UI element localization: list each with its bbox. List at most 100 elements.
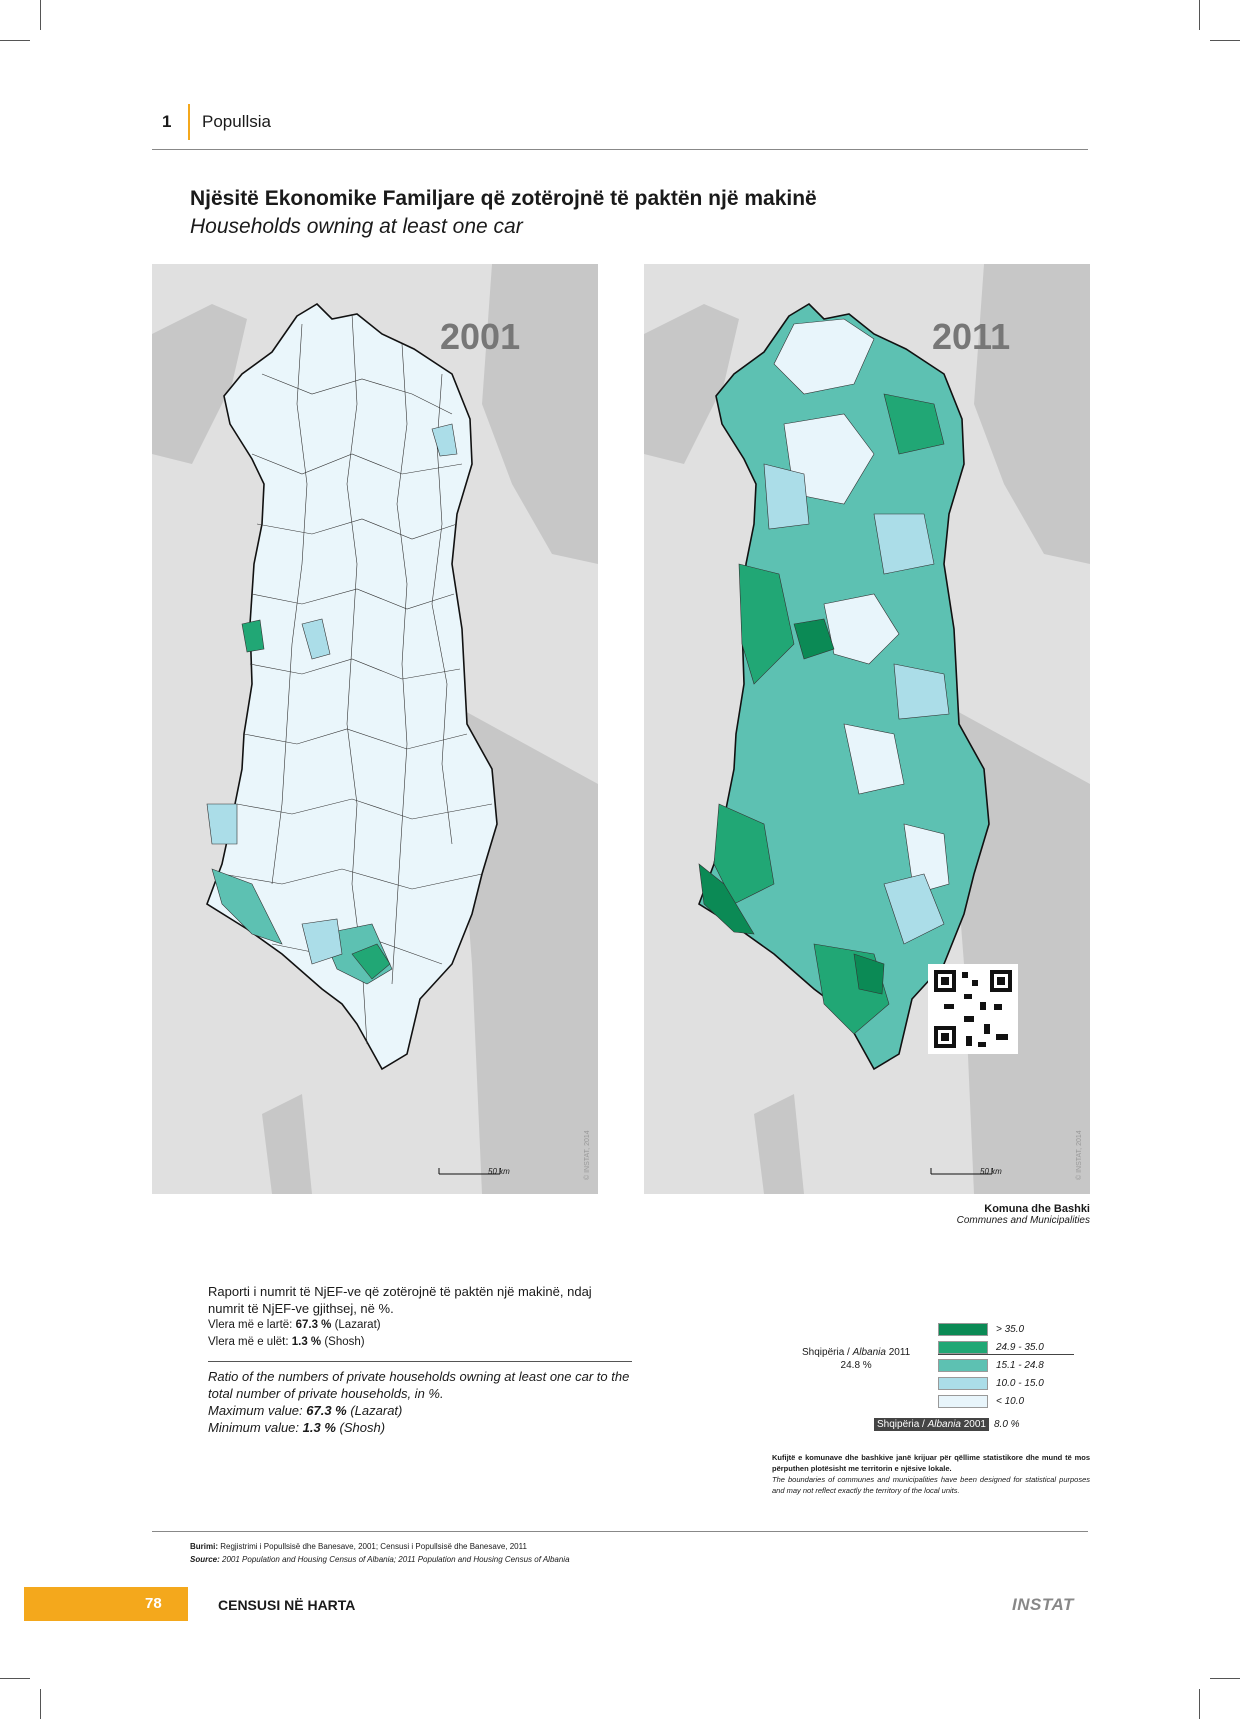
legend-swatch (938, 1394, 988, 1408)
albania-2011-marker-line (938, 1354, 1074, 1355)
publication-title: CENSUSI NË HARTA (218, 1597, 356, 1613)
map-panel-2001 (152, 264, 598, 1194)
region-class-24-35 (738, 563, 795, 685)
crop-mark (1199, 0, 1200, 30)
region-class-gt-35 (793, 618, 835, 660)
min-value-en-number: 1.3 % (302, 1420, 336, 1435)
boundary-note-sq: Kufijtë e komunave dhe bashkive janë kri… (772, 1453, 1090, 1473)
region-class-10-15 (301, 918, 343, 965)
boundary-note-en: The boundaries of communes and municipal… (772, 1475, 1090, 1495)
footer-rule (152, 1531, 1088, 1532)
region-class-24-35 (241, 619, 265, 653)
min-place: (Shosh) (321, 1336, 365, 1348)
region-class-gt-35 (853, 953, 885, 995)
legend-swatch (938, 1376, 988, 1390)
crop-mark (40, 1689, 41, 1719)
albania-2001-average-label: Shqipëria / Albania 2001 (874, 1418, 989, 1431)
min-label: Vlera më e ulët: (208, 1336, 292, 1348)
legend-label: > 35.0 (996, 1323, 1025, 1335)
albania-2011-label-it: Albania (852, 1347, 886, 1358)
header-rule (152, 149, 1088, 150)
max-label: Vlera më e lartë: (208, 1319, 296, 1331)
max-place: (Lazarat) (331, 1319, 381, 1331)
legend-row: 10.0 - 15.0 (938, 1376, 1044, 1390)
scale-label-2001: 50 km (488, 1167, 510, 1176)
min-label-en: Minimum value: (208, 1420, 303, 1435)
crop-mark (1210, 1678, 1240, 1679)
region-class-15-24 (211, 868, 283, 945)
neighbour-land (974, 264, 1090, 564)
page-subtitle: Households owning at least one car (190, 215, 523, 238)
region-class-gt-35 (698, 863, 755, 935)
copyright-2011: © INSTAT, 2014 (1076, 1130, 1083, 1180)
crop-mark (1210, 40, 1240, 41)
max-value: 67.3 % (295, 1319, 332, 1331)
neighbour-land (482, 264, 598, 564)
crop-mark (40, 0, 41, 30)
units-label-en: Communes and Municipalities (956, 1215, 1090, 1226)
legend-swatch (938, 1322, 988, 1336)
neighbour-land (754, 1094, 804, 1194)
description-en: Ratio of the numbers of private househol… (208, 1368, 638, 1436)
units-label-sq: Komuna dhe Bashki (984, 1203, 1090, 1215)
region-class-10-15 (763, 463, 810, 530)
map-legend: > 35.0 24.9 - 35.0 15.1 - 24.8 10.0 - 15… (800, 1322, 1100, 1442)
region-class-10-15 (431, 423, 458, 457)
neighbour-land (152, 304, 247, 464)
source-sq: Burimi: Regjistrimi i Popullsisë dhe Ban… (190, 1540, 570, 1553)
crop-mark (0, 1678, 30, 1679)
copyright-2001: © INSTAT, 2014 (584, 1130, 591, 1180)
crop-mark (0, 40, 30, 41)
albania-2001-label: Shqipëria / (877, 1419, 928, 1430)
albania-2011-label-year: 2011 (885, 1347, 911, 1358)
description-text-sq: Raporti i numrit të NjEF-ve që zotërojnë… (208, 1284, 592, 1316)
legend-label: 15.1 - 24.8 (996, 1359, 1044, 1371)
legend-label: < 10.0 (996, 1395, 1025, 1407)
source-text-en: 2001 Population and Housing Census of Al… (219, 1555, 570, 1564)
max-value-en-number: 67.3 % (306, 1403, 347, 1418)
crop-mark (1199, 1689, 1200, 1719)
page-title: Njësitë Ekonomike Familjare që zotërojnë… (190, 187, 817, 210)
legend-row: < 10.0 (938, 1394, 1024, 1408)
legend-swatch (938, 1340, 988, 1354)
region-class-10-15 (883, 873, 945, 945)
page-number: 78 (145, 1595, 162, 1612)
region-class-24-35 (883, 393, 945, 455)
max-value-sq: Vlera më e lartë: 67.3 % (Lazarat) (208, 1317, 628, 1334)
source-note: Burimi: Regjistrimi i Popullsisë dhe Ban… (190, 1540, 570, 1566)
map-2011 (644, 264, 1090, 1194)
legend-row: 15.1 - 24.8 (938, 1358, 1044, 1372)
min-value: 1.3 % (291, 1336, 322, 1348)
boundary-note: Kufijtë e komunave dhe bashkive janë kri… (772, 1452, 1090, 1496)
chapter-number: 1 (162, 112, 172, 131)
qr-code-pattern (934, 970, 1012, 1048)
neighbour-land (644, 304, 739, 464)
albania-2011-label: Shqipëria / (802, 1347, 853, 1358)
region-class-10-15 (301, 618, 331, 660)
max-place-en: (Lazarat) (346, 1403, 403, 1418)
source-label-sq: Burimi: (190, 1542, 218, 1551)
region-class-lt-10 (773, 318, 875, 395)
albania-2001-value: 8.0 % (994, 1419, 1020, 1430)
region-class-10-15 (873, 513, 935, 575)
map-year-2001: 2001 (440, 316, 521, 357)
header-divider (188, 104, 190, 140)
description-divider (208, 1361, 632, 1362)
region-class-24-35 (713, 803, 775, 905)
source-label-en: Source: (190, 1555, 220, 1564)
map-2001 (152, 264, 598, 1194)
region-class-10-15 (206, 803, 238, 845)
map-year-2011: 2011 (932, 316, 1011, 357)
legend-row: > 35.0 (938, 1322, 1024, 1336)
region-class-24-35 (351, 943, 391, 980)
chapter-title: Popullsia (202, 112, 271, 131)
legend-row: 24.9 - 35.0 (938, 1340, 1044, 1354)
source-text-sq: Regjistrimi i Popullsisë dhe Banesave, 2… (218, 1542, 527, 1551)
legend-label: 10.0 - 15.0 (996, 1377, 1044, 1389)
source-en: Source: 2001 Population and Housing Cens… (190, 1553, 570, 1566)
legend-swatch (938, 1358, 988, 1372)
min-value-sq: Vlera më e ulët: 1.3 % (Shosh) (208, 1334, 628, 1351)
region-class-lt-10 (843, 723, 905, 795)
albania-outline (206, 302, 498, 1071)
max-value-en: Maximum value: 67.3 % (Lazarat) (208, 1402, 638, 1419)
